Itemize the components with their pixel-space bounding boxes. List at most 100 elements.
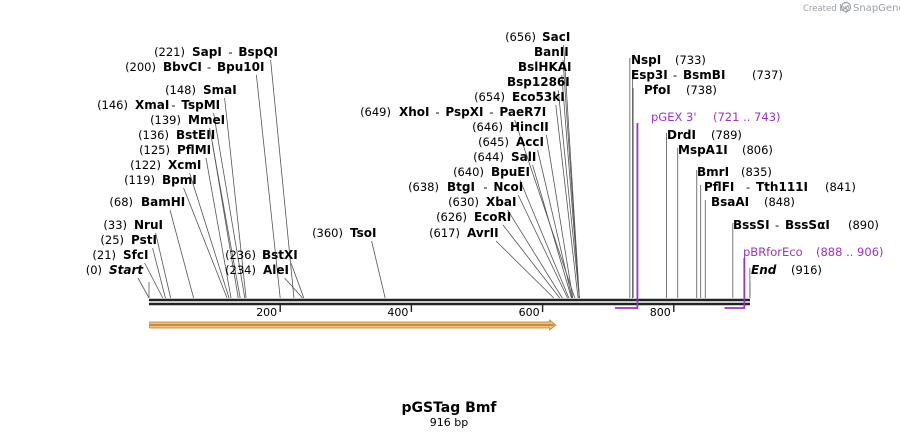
backbone <box>149 298 750 306</box>
site-enzyme-name: XhoI <box>399 105 430 119</box>
snapgene-logo-icon <box>840 1 852 13</box>
site-line-bpmi <box>183 187 228 299</box>
site-enzyme-name: AccI <box>516 135 544 149</box>
site-hincii[interactable]: (646) HincII <box>472 120 549 134</box>
site-bstxi[interactable]: (236) BstXI <box>225 248 298 262</box>
site-mmei[interactable]: (139) MmeI <box>150 113 225 127</box>
site-separator: - <box>489 105 493 119</box>
site-end[interactable]: End (916) <box>751 263 822 277</box>
site-enzyme-name: MmeI <box>188 113 225 127</box>
site-pfoi[interactable]: PfoI (738) <box>644 83 717 97</box>
site-separator: - <box>673 68 677 82</box>
site-mspa1i[interactable]: MspA1I (806) <box>678 143 773 157</box>
site-tsoi[interactable]: (360) TsoI <box>312 226 376 240</box>
site-enzyme-name: DrdI <box>667 128 696 142</box>
site-acci[interactable]: (645) AccI <box>478 135 544 149</box>
site-saci[interactable]: (656) SacI <box>505 30 570 44</box>
site-btgi[interactable]: (638) BtgI - NcoI <box>408 180 523 194</box>
site-bmri[interactable]: BmrI (835) <box>697 165 772 179</box>
site-line-bsp1286i <box>557 89 580 299</box>
site-bamhi[interactable]: (68) BamHI <box>109 195 185 209</box>
site-xmai[interactable]: (146) XmaI - TspMI <box>97 98 220 112</box>
site-position: (806) <box>742 143 773 157</box>
site-enzyme-name: BanII <box>534 45 569 59</box>
site-position: (221) <box>154 45 185 59</box>
site-xbai[interactable]: (630) XbaI <box>448 195 516 209</box>
site-bpmi[interactable]: (119) BpmI <box>124 173 197 187</box>
primer-layer: pGEX 3' (721 .. 743) pBRforEco (888 .. 906) <box>614 110 884 309</box>
site-position: (916) <box>791 263 822 277</box>
site-position: (68) <box>109 195 133 209</box>
site-nspi[interactable]: NspI (733) <box>631 53 706 67</box>
site-enzyme-name: HincII <box>510 120 549 134</box>
site-bsssi[interactable]: BssSI - BssSαI (890) <box>733 218 879 232</box>
site-position: (733) <box>675 53 706 67</box>
site-start[interactable]: (0) Start <box>86 263 145 277</box>
site-enzyme-name: Bsp1286I <box>507 75 570 89</box>
site-position: (835) <box>741 165 772 179</box>
site-enzyme-name: EcoRI <box>474 210 511 224</box>
primer-pgex-3[interactable]: pGEX 3' (721 .. 743) <box>614 110 781 309</box>
site-bbvci[interactable]: (200) BbvCI - Bpu10I <box>125 60 264 74</box>
site-position: (630) <box>448 195 479 209</box>
site-psti[interactable]: (25) PstI <box>100 233 157 247</box>
site-position: (646) <box>472 120 503 134</box>
site-position: (654) <box>474 90 505 104</box>
site-pflmi[interactable]: (125) PflMI <box>139 143 211 157</box>
site-drdi[interactable]: DrdI (789) <box>667 128 742 142</box>
site-xhoi[interactable]: (649) XhoI - PspXI - PaeR7I <box>360 105 546 119</box>
site-bslhkai[interactable]: BslHKAI <box>518 60 572 74</box>
site-pflfi[interactable]: PflFI - Tth111I (841) <box>704 180 856 194</box>
site-enzyme-name: Start <box>109 263 144 277</box>
site-position: (21) <box>92 248 116 262</box>
site-sfci[interactable]: (21) SfcI <box>92 248 148 262</box>
site-partner-name: BsmBI <box>683 68 725 82</box>
site-position: (737) <box>752 68 783 82</box>
site-avrii[interactable]: (617) AvrII <box>429 226 498 240</box>
site-position: (645) <box>478 135 509 149</box>
site-position: (848) <box>764 195 795 209</box>
site-position: (360) <box>312 226 343 240</box>
site-ecori[interactable]: (626) EcoRI <box>436 210 511 224</box>
site-partner-name: Bpu10I <box>217 60 264 74</box>
site-position: (148) <box>165 83 196 97</box>
site-enzyme-name: XcmI <box>168 158 201 172</box>
site-bpuei[interactable]: (640) BpuEI <box>453 165 530 179</box>
site-enzyme-name: SacI <box>542 30 570 44</box>
site-line-xbai <box>507 209 563 299</box>
site-position: (146) <box>97 98 128 112</box>
site-bsp1286i[interactable]: Bsp1286I <box>507 75 570 89</box>
site-position: (200) <box>125 60 156 74</box>
site-enzyme-name: BmrI <box>697 165 729 179</box>
primer-pbrforeco[interactable]: pBRforEco (888 .. 906) <box>724 245 884 309</box>
site-bsteii[interactable]: (136) BstEII <box>138 128 215 142</box>
site-line-btgi <box>517 194 568 299</box>
site-position: (33) <box>103 218 127 232</box>
site-position: (136) <box>138 128 169 142</box>
brand-label: SnapGene <box>853 3 900 14</box>
site-position: (119) <box>124 173 155 187</box>
site-smai[interactable]: (148) SmaI <box>165 83 237 97</box>
site-banii[interactable]: BanII <box>534 45 569 59</box>
site-enzyme-name: BsaAI <box>711 195 749 209</box>
site-enzyme-name: PstI <box>131 233 157 247</box>
site-sali[interactable]: (644) SalI <box>473 150 536 164</box>
site-enzyme-name: BpuEI <box>491 165 530 179</box>
site-xcmi[interactable]: (122) XcmI <box>130 158 201 172</box>
site-enzyme-name: Eco53kI <box>512 90 565 104</box>
feature-layer[interactable] <box>149 319 557 331</box>
site-eco53ki[interactable]: (654) Eco53kI <box>474 90 565 104</box>
site-separator: - <box>746 180 750 194</box>
site-enzyme-name: BpmI <box>162 173 197 187</box>
site-nrui[interactable]: (33) NruI <box>103 218 163 232</box>
site-sapi[interactable]: (221) SapI - BspQI <box>154 45 278 59</box>
site-esp3i[interactable]: Esp3I - BsmBI (737) <box>631 68 783 82</box>
site-enzyme-name: SalI <box>511 150 536 164</box>
site-line-hincii <box>546 134 574 299</box>
site-enzyme-name: BbvCI <box>163 60 202 74</box>
site-alei[interactable]: (234) AleI <box>225 263 289 277</box>
site-line-smai <box>224 97 247 299</box>
site-bsaai[interactable]: BsaAI (848) <box>711 195 795 209</box>
site-line-eco53ki <box>555 104 579 299</box>
